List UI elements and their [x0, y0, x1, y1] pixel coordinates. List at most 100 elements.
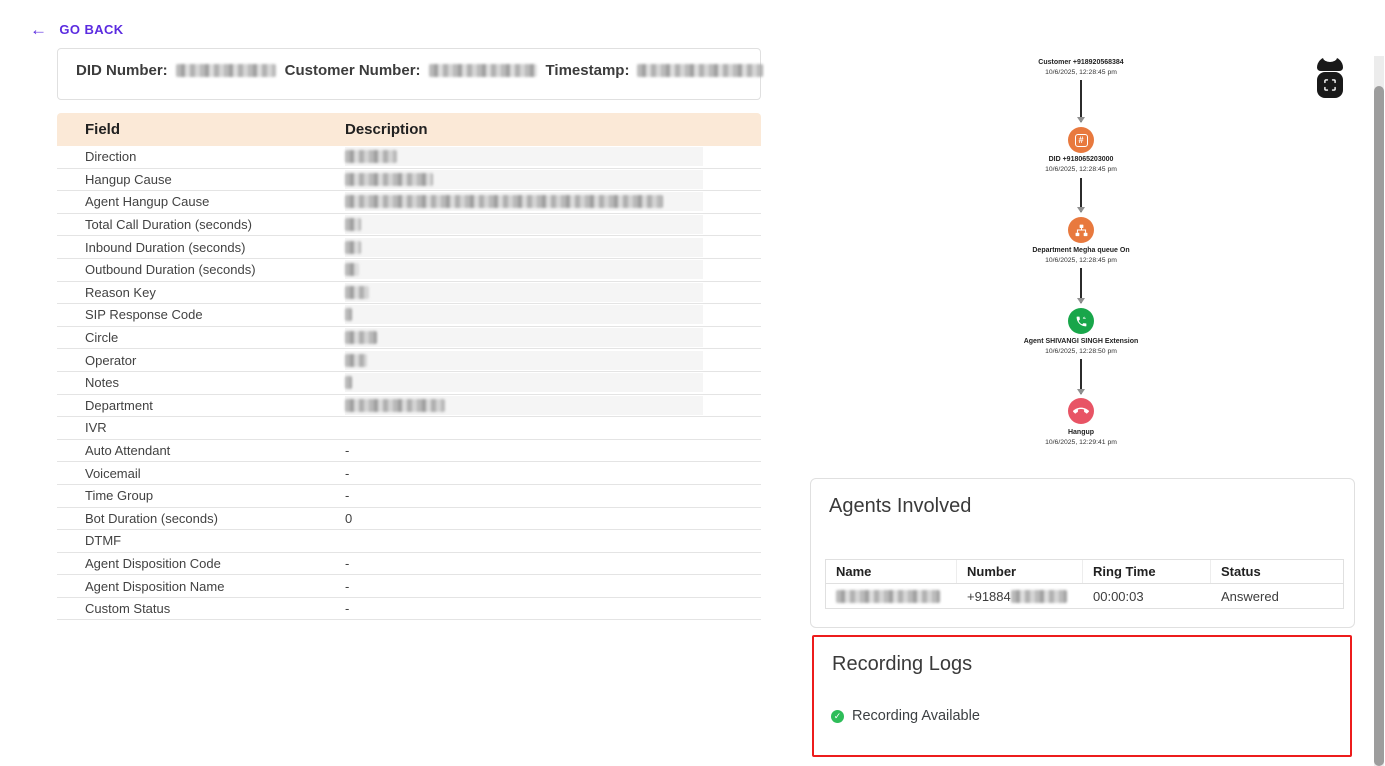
agent-status: Answered	[1221, 588, 1279, 604]
field-value	[345, 260, 761, 280]
flow-node-title: Department Megha queue On	[1032, 247, 1130, 254]
field-value: -	[345, 488, 350, 504]
redacted-value	[175, 64, 276, 77]
flow-connector-arrow	[1077, 178, 1085, 213]
floating-widget-top-button[interactable]	[1317, 53, 1343, 71]
redacted-band	[345, 215, 703, 235]
flow-node-title: Agent SHIVANGI SINGH Extension	[1023, 338, 1139, 345]
table-row: Hangup Cause	[57, 168, 761, 192]
summary-label: DID Number:	[76, 62, 168, 79]
scrollbar-thumb[interactable]	[1374, 86, 1384, 766]
field-name: Inbound Duration (seconds)	[85, 239, 246, 255]
field-value: -	[345, 578, 350, 594]
field-value: -	[345, 555, 350, 571]
field-name: Hangup Cause	[85, 171, 172, 187]
table-row: Bot Duration (seconds) 0	[57, 507, 761, 531]
table-row: Circle	[57, 326, 761, 350]
table-row: Custom Status -	[57, 597, 761, 621]
field-name: Auto Attendant	[85, 443, 171, 459]
flow-node-label: Department Megha queue On 10/6/2025, 12:2…	[971, 246, 1191, 266]
flow-node-title: Hangup	[1067, 429, 1095, 436]
field-value	[345, 328, 761, 348]
redacted-value	[345, 218, 361, 232]
phone-hangup-icon	[1073, 403, 1089, 419]
flow-node-title: DID +918065203000	[1048, 156, 1114, 163]
field-value: -	[345, 601, 350, 617]
field-name: Reason Key	[85, 284, 156, 300]
flow-node-phone-call[interactable]	[1068, 308, 1094, 334]
field-name: IVR	[85, 420, 107, 436]
redacted-band	[345, 395, 703, 415]
redacted-value	[345, 195, 663, 209]
recording-status: ✓ Recording Available	[831, 708, 980, 724]
redacted-value	[345, 263, 359, 277]
table-row: Auto Attendant -	[57, 439, 761, 463]
field-name: Total Call Duration (seconds)	[85, 217, 252, 233]
field-name: Direction	[85, 149, 137, 165]
details-table-header: Field Description	[57, 113, 761, 146]
field-value	[345, 373, 761, 393]
agent-number-prefix: +91884	[967, 588, 1011, 604]
go-back-label: GO BACK	[59, 22, 124, 37]
flow-connector-arrow	[1077, 80, 1085, 123]
flow-node-time: 10/6/2025, 12:28:45 pm	[1045, 69, 1117, 76]
summary-label: Customer Number:	[284, 62, 421, 79]
redacted-value	[345, 308, 352, 322]
table-row: Direction	[57, 146, 761, 169]
agents-table: Name Number Ring Time Status +91884 00:00:03…	[825, 559, 1344, 609]
table-row: Operator	[57, 349, 761, 372]
agent-ring-time: 00:00:03	[1093, 588, 1144, 604]
field-value	[345, 237, 761, 257]
field-name: Outbound Duration (seconds)	[85, 262, 256, 278]
flow-node-department-tree[interactable]	[1068, 217, 1094, 243]
table-row: Voicemail -	[57, 462, 761, 485]
agents-table-header: Name Number Ring Time Status	[826, 560, 1343, 584]
field-value	[345, 169, 761, 189]
table-row: DTMF	[57, 530, 761, 553]
redacted-value	[637, 64, 764, 77]
department-tree-icon	[1074, 223, 1089, 238]
field-name: Agent Disposition Code	[85, 555, 221, 571]
arrow-left-icon: ←	[30, 20, 48, 39]
fit-view-button[interactable]	[1317, 72, 1343, 98]
table-row: Total Call Duration (seconds)	[57, 213, 761, 237]
agent-row: +91884 00:00:03 Answered	[826, 584, 1343, 608]
redacted-band	[345, 237, 703, 257]
table-row: Reason Key	[57, 281, 761, 305]
redacted-value	[345, 285, 369, 299]
field-name: Notes	[85, 375, 119, 391]
summary-label: Timestamp:	[545, 62, 630, 79]
table-row: Inbound Duration (seconds)	[57, 236, 761, 259]
vertical-scrollbar[interactable]	[1374, 56, 1384, 766]
field-value	[345, 395, 761, 415]
redacted-value	[428, 64, 537, 77]
flow-node-phone-hangup[interactable]	[1068, 398, 1094, 424]
summary-item: Timestamp:	[546, 62, 764, 79]
agents-table-body: +91884 00:00:03 Answered	[826, 584, 1343, 608]
redacted-band	[345, 147, 703, 167]
call-flow-diagram[interactable]: Customer +918920568384 10/6/2025, 12:28:4…	[810, 50, 1355, 470]
field-value	[345, 215, 761, 235]
flow-node-label: Hangup 10/6/2025, 12:29:41 pm	[971, 428, 1191, 448]
flow-connector-arrow	[1077, 268, 1085, 304]
field-value	[345, 147, 761, 167]
flow-node-time: 10/6/2025, 12:28:50 pm	[1045, 348, 1117, 355]
recording-logs-card: Recording Logs ✓ Recording Available	[812, 635, 1352, 757]
redacted-agent-number	[1010, 589, 1067, 603]
flow-node-label: DID +918065203000 10/6/2025, 12:28:45 pm	[971, 155, 1191, 175]
summary-item: Customer Number:	[285, 62, 537, 79]
flow-node-label: Agent SHIVANGI SINGH Extension 10/6/2025,…	[971, 337, 1191, 357]
agent-name	[826, 584, 957, 608]
field-name: Voicemail	[85, 465, 141, 481]
table-row: Agent Hangup Cause	[57, 191, 761, 214]
agents-column-header: Name	[826, 560, 957, 583]
field-name: Time Group	[85, 488, 154, 504]
agents-column-header: Ring Time	[1083, 560, 1211, 583]
flow-node-title: Customer +918920568384	[1038, 59, 1124, 66]
redacted-band	[345, 373, 703, 393]
go-back-button[interactable]: ← GO BACK	[30, 21, 124, 38]
flow-node-dialpad[interactable]: #	[1068, 127, 1094, 153]
field-value	[345, 192, 761, 212]
field-value	[345, 305, 761, 325]
table-row: Time Group -	[57, 484, 761, 508]
